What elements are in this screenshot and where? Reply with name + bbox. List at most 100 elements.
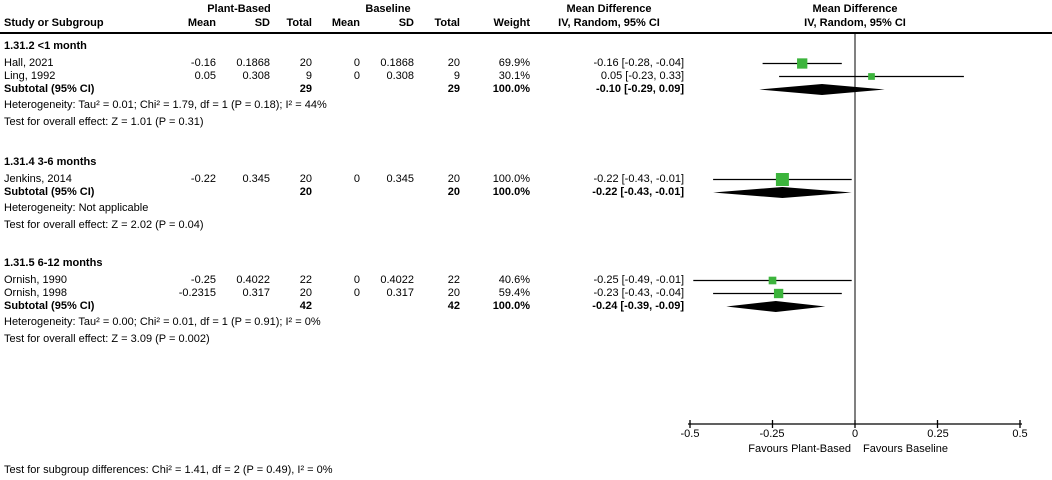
col-header-mean-plant: Mean	[187, 17, 216, 29]
md-column-title: Mean Difference	[566, 3, 652, 15]
baseline-mean: 0	[353, 274, 360, 286]
subtotal-baseline-total: 42	[447, 300, 460, 312]
favours-left-label: Favours Plant-Based	[748, 443, 851, 455]
header-group-row: Plant-Based Baseline Mean Difference Mea…	[0, 3, 1052, 16]
col-header-sd-plant: SD	[254, 17, 270, 29]
subgroup-header: 1.31.2 <1 month	[0, 40, 1052, 53]
study-row: Ling, 1992 0.05 0.308 9 0 0.308 9 30.1% …	[0, 70, 1052, 83]
subtotal-row: Subtotal (95% CI) 20 20 100.0% -0.22 [-0…	[0, 186, 1052, 199]
subtotal-weight: 100.0%	[492, 83, 530, 95]
favours-right-label: Favours Baseline	[863, 443, 948, 455]
baseline-sd: 0.1868	[380, 57, 414, 69]
plant-sd: 0.4022	[236, 274, 270, 286]
study-row: Hall, 2021 -0.16 0.1868 20 0 0.1868 20 6…	[0, 57, 1052, 70]
subtotal-row: Subtotal (95% CI) 29 29 100.0% -0.10 [-0…	[0, 83, 1052, 96]
plant-mean: -0.16	[190, 57, 216, 69]
study-weight: 30.1%	[498, 70, 530, 82]
plant-sd: 0.345	[242, 173, 270, 185]
study-name: Ornish, 1990	[4, 274, 67, 286]
subtotal-plant-total: 29	[299, 83, 312, 95]
subgroup-label: 1.31.4 3-6 months	[4, 156, 97, 168]
subgroup-header: 1.31.4 3-6 months	[0, 156, 1052, 169]
plant-mean: 0.05	[194, 70, 216, 82]
heterogeneity-note: Heterogeneity: Tau² = 0.00; Chi² = 0.01,…	[0, 316, 1052, 329]
col-header-ci-method: IV, Random, 95% CI	[558, 17, 660, 29]
col-header-study: Study or Subgroup	[4, 17, 104, 29]
overall-effect-note: Test for overall effect: Z = 2.02 (P = 0…	[0, 219, 1052, 232]
study-name: Jenkins, 2014	[4, 173, 72, 185]
col-header-mean-baseline: Mean	[331, 17, 360, 29]
axis-tick-label: -0.5	[680, 428, 700, 440]
plant-mean: -0.22	[190, 173, 216, 185]
baseline-total: 20	[447, 173, 460, 185]
study-weight: 69.9%	[498, 57, 530, 69]
plot-header-ci-method: IV, Random, 95% CI	[804, 17, 906, 29]
plant-total: 20	[299, 287, 312, 299]
subtotal-ci: -0.24 [-0.39, -0.09]	[592, 300, 684, 312]
baseline-total: 20	[447, 57, 460, 69]
study-row: Jenkins, 2014 -0.22 0.345 20 0 0.345 20 …	[0, 173, 1052, 186]
plant-mean: -0.2315	[178, 287, 216, 299]
subtotal-weight: 100.0%	[492, 186, 530, 198]
subtotal-baseline-total: 29	[447, 83, 460, 95]
baseline-sd: 0.308	[386, 70, 414, 82]
axis-tick-label: -0.25	[759, 428, 785, 440]
subtotal-ci: -0.22 [-0.43, -0.01]	[592, 186, 684, 198]
study-name: Ornish, 1998	[4, 287, 67, 299]
header-columns-row: Study or Subgroup Mean SD Total Mean SD …	[0, 17, 1052, 30]
plant-sd: 0.317	[242, 287, 270, 299]
subgroup-label: 1.31.5 6-12 months	[4, 257, 103, 269]
study-ci: 0.05 [-0.23, 0.33]	[600, 70, 684, 82]
heterogeneity-note: Heterogeneity: Tau² = 0.01; Chi² = 1.79,…	[0, 99, 1052, 112]
col-header-weight: Weight	[493, 17, 530, 29]
study-row: Ornish, 1990 -0.25 0.4022 22 0 0.4022 22…	[0, 274, 1052, 287]
study-row: Ornish, 1998 -0.2315 0.317 20 0 0.317 20…	[0, 287, 1052, 300]
axis-tick-label: 0.25	[927, 428, 949, 440]
group-header-baseline: Baseline	[365, 3, 411, 15]
subgroup-differences-note: Test for subgroup differences: Chi² = 1.…	[0, 464, 1052, 477]
col-header-total-baseline: Total	[434, 17, 460, 29]
study-name: Ling, 1992	[4, 70, 56, 82]
overall-effect-note: Test for overall effect: Z = 3.09 (P = 0…	[0, 333, 1052, 346]
subtotal-label: Subtotal (95% CI)	[4, 186, 95, 198]
plant-total: 9	[305, 70, 312, 82]
subtotal-plant-total: 42	[299, 300, 312, 312]
subtotal-baseline-total: 20	[447, 186, 460, 198]
heterogeneity-note: Heterogeneity: Not applicable	[0, 202, 1052, 215]
group-header-plant-based: Plant-Based	[207, 3, 271, 15]
subtotal-label: Subtotal (95% CI)	[4, 83, 95, 95]
study-ci: -0.25 [-0.49, -0.01]	[593, 274, 685, 286]
subtotal-row: Subtotal (95% CI) 42 42 100.0% -0.24 [-0…	[0, 300, 1052, 313]
plant-mean: -0.25	[190, 274, 216, 286]
plant-total: 20	[299, 57, 312, 69]
baseline-sd: 0.345	[386, 173, 414, 185]
subgroup-label: 1.31.2 <1 month	[4, 40, 87, 52]
overall-effect-text: Test for overall effect: Z = 1.01 (P = 0…	[4, 116, 204, 128]
study-ci: -0.22 [-0.43, -0.01]	[593, 173, 685, 185]
overall-effect-text: Test for overall effect: Z = 2.02 (P = 0…	[4, 219, 204, 231]
baseline-total: 20	[447, 287, 460, 299]
subtotal-weight: 100.0%	[492, 300, 530, 312]
baseline-mean: 0	[353, 70, 360, 82]
baseline-total: 9	[453, 70, 460, 82]
subtotal-plant-total: 20	[299, 186, 312, 198]
baseline-sd: 0.317	[386, 287, 414, 299]
baseline-mean: 0	[353, 287, 360, 299]
axis-tick-label: 0	[851, 428, 859, 440]
subtotal-label: Subtotal (95% CI)	[4, 300, 95, 312]
subtotal-ci: -0.10 [-0.29, 0.09]	[595, 83, 684, 95]
study-weight: 40.6%	[498, 274, 530, 286]
study-ci: -0.23 [-0.43, -0.04]	[593, 287, 685, 299]
header-divider	[0, 32, 1052, 34]
baseline-mean: 0	[353, 173, 360, 185]
overall-effect-text: Test for overall effect: Z = 3.09 (P = 0…	[4, 333, 210, 345]
plant-total: 22	[299, 274, 312, 286]
study-name: Hall, 2021	[4, 57, 54, 69]
study-ci: -0.16 [-0.28, -0.04]	[593, 57, 685, 69]
col-header-sd-baseline: SD	[398, 17, 414, 29]
plant-total: 20	[299, 173, 312, 185]
baseline-sd: 0.4022	[380, 274, 414, 286]
overall-effect-note: Test for overall effect: Z = 1.01 (P = 0…	[0, 116, 1052, 129]
plant-sd: 0.1868	[236, 57, 270, 69]
